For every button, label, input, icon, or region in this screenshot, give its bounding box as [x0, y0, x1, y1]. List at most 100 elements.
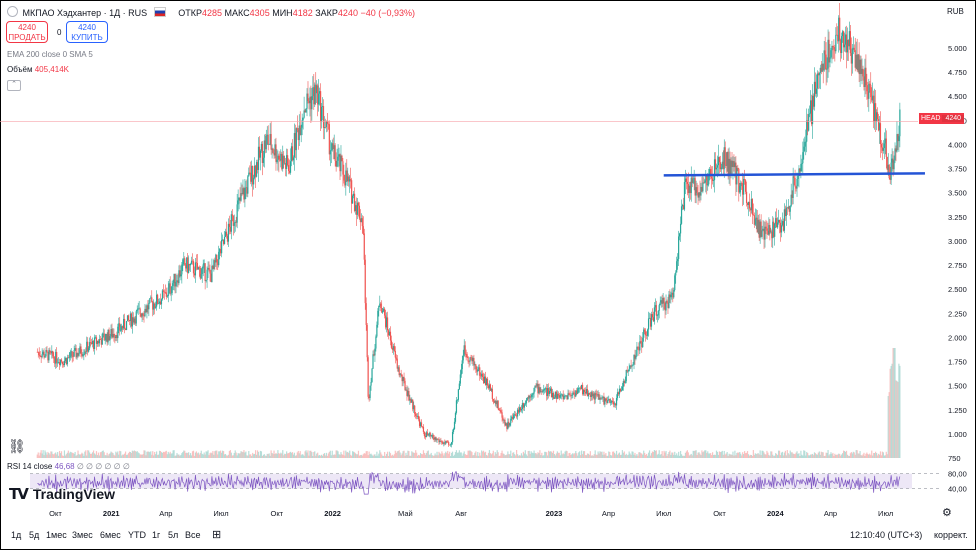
tf-1d[interactable]: 1д — [11, 530, 22, 540]
rsi-legend[interactable]: RSI 14 close 46,68 ∅ ∅ ∅ ∅ ∅ ∅ — [7, 462, 130, 471]
price-tick-label: 3.750 — [948, 165, 967, 174]
candle-body — [243, 188, 245, 200]
candle-body — [780, 225, 783, 233]
candle-body — [853, 47, 855, 51]
tf-1y[interactable]: 1г — [152, 530, 161, 540]
candle-body — [140, 314, 142, 317]
candle-body — [833, 47, 835, 50]
candle-body — [838, 17, 840, 42]
volume-bar — [278, 453, 280, 458]
candle-body — [50, 351, 52, 354]
settings-gear-icon[interactable]: ⚙ — [942, 507, 952, 519]
tf-1m[interactable]: 1мес — [46, 530, 67, 540]
volume-bar — [875, 453, 878, 458]
candle-body — [356, 202, 359, 215]
tf-3m[interactable]: 3мес — [72, 530, 93, 540]
volume-bar — [103, 452, 105, 458]
volume-bar — [67, 450, 69, 458]
volume-bar — [442, 453, 444, 458]
candle-body — [112, 334, 114, 338]
candle-body — [552, 393, 555, 399]
candle-body — [77, 352, 79, 356]
candle-body — [831, 45, 833, 51]
volume-bar — [842, 450, 845, 458]
collapse-legend-button[interactable]: ⌃ — [7, 79, 21, 91]
candle-body — [260, 143, 263, 151]
tf-5y[interactable]: 5л — [168, 530, 179, 540]
candle-body — [468, 361, 470, 363]
candle-body — [489, 384, 492, 391]
volume-bar — [127, 453, 130, 458]
candle-body — [456, 399, 459, 401]
symbol-title[interactable]: МКПАО Хэдхантер · 1Д · RUS — [22, 8, 148, 18]
sell-button[interactable]: 4240 ПРОДАТЬ — [6, 21, 48, 43]
volume-bar — [153, 455, 155, 458]
tf-5d[interactable]: 5д — [29, 530, 40, 540]
candle-body — [118, 323, 120, 327]
volume-bar — [685, 451, 688, 458]
volume-bar — [485, 455, 488, 458]
candle-body — [373, 354, 375, 356]
volume-bar — [810, 454, 813, 458]
volume-bar — [589, 451, 591, 458]
ohlc-open-value: 4285 — [201, 8, 222, 18]
date-range-icon[interactable]: ⊞ — [212, 529, 222, 541]
volume-bar — [133, 450, 135, 458]
volume-bar — [274, 454, 276, 458]
volume-bar — [381, 454, 383, 458]
volume-bar — [753, 454, 755, 458]
volume-bar — [509, 454, 511, 458]
volume-bar — [895, 380, 897, 458]
tf-ytd[interactable]: YTD — [128, 530, 146, 540]
buy-button[interactable]: 4240 КУПИТЬ — [66, 21, 108, 43]
adjust-toggle[interactable]: коррект. — [934, 530, 968, 540]
volume-bar — [550, 451, 553, 458]
volume-bar — [107, 455, 109, 458]
volume-bar — [114, 455, 116, 458]
ema-legend[interactable]: EMA 200 close 0 SMA 5 — [7, 50, 93, 59]
candle-body — [472, 358, 474, 362]
tf-6m[interactable]: 6мес — [100, 530, 121, 540]
candle-body — [146, 305, 148, 313]
volume-bar — [353, 452, 356, 458]
volume-legend[interactable]: Объём 405,414K — [7, 65, 69, 74]
candle-body — [750, 198, 753, 211]
volume-bar — [487, 452, 490, 458]
clock-timezone[interactable]: 12:10:40 (UTC+3) — [850, 530, 923, 540]
currency-label[interactable]: RUB — [947, 7, 964, 16]
volume-bar — [396, 451, 398, 458]
volume-bar — [317, 452, 319, 458]
volume-bar — [295, 455, 297, 458]
ohlc-open-label: ОТКР — [178, 8, 202, 18]
volume-bar — [824, 455, 826, 458]
volume-bar — [742, 452, 744, 458]
candle-body — [438, 439, 440, 443]
volume-bar — [100, 451, 102, 458]
candle-body — [125, 321, 128, 331]
candle-body — [587, 393, 590, 397]
candle-body — [105, 333, 107, 340]
tf-all[interactable]: Все — [185, 530, 201, 540]
volume-bar — [671, 452, 673, 458]
candle-body — [124, 318, 126, 329]
volume-bar — [449, 451, 451, 458]
candle-body — [514, 414, 516, 415]
candle-body — [493, 400, 495, 403]
volume-bar — [899, 365, 901, 458]
volume-bar — [729, 454, 731, 458]
candle-body — [391, 347, 394, 350]
volume-bar — [643, 450, 645, 458]
volume-bar — [189, 455, 191, 458]
volume-bar — [843, 451, 846, 458]
support-trendline[interactable] — [663, 172, 925, 177]
candle-body — [598, 394, 600, 400]
volume-bar — [549, 451, 552, 458]
volume-bar — [141, 454, 143, 458]
candle-body — [897, 134, 899, 142]
tradingview-logo[interactable]: 𝗧𝗩 TradingView — [9, 485, 115, 503]
volume-bar — [323, 453, 326, 458]
volume-bar — [649, 455, 652, 458]
volume-bar — [893, 348, 895, 458]
